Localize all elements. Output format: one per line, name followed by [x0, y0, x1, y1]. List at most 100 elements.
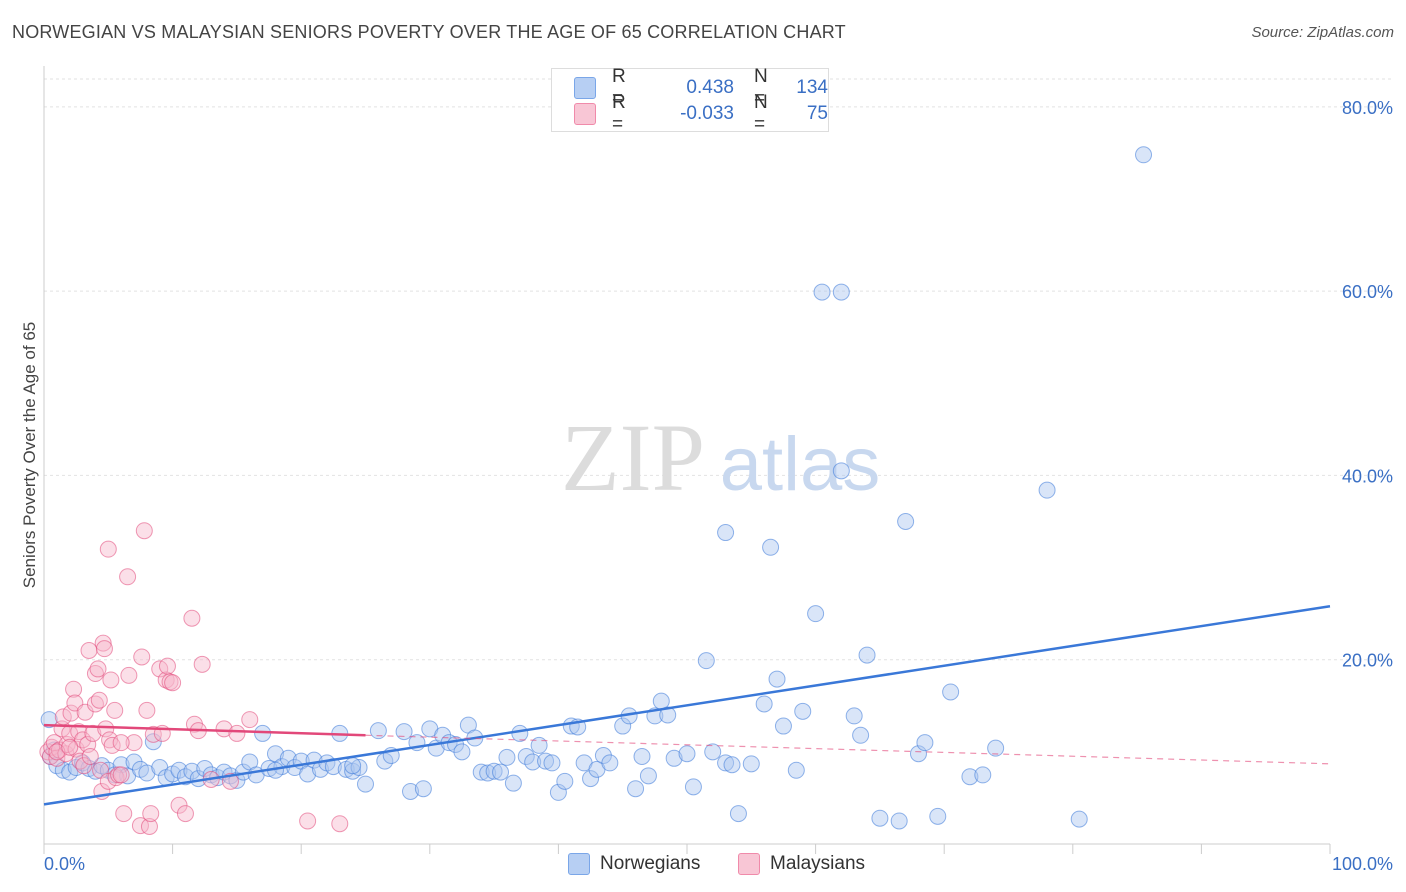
r-label: R = [611, 92, 626, 135]
series-malaysians [39, 522, 349, 835]
watermark: ZIP atlas [561, 404, 880, 511]
norwegian-point [601, 754, 619, 772]
norwegian-point [537, 752, 555, 770]
norwegian-point [633, 747, 651, 765]
norwegians-legend-swatch [568, 853, 590, 875]
norwegian-point [774, 717, 792, 735]
malaysian-point [164, 674, 182, 692]
norwegian-point [357, 775, 374, 793]
malaysian-point [158, 657, 176, 675]
norwegian-point [582, 770, 600, 788]
norwegian-point [942, 683, 960, 701]
y-axis-label: Seniors Poverty Over the Age of 65 [20, 321, 39, 589]
norwegian-point [794, 702, 812, 720]
norwegian-point [768, 670, 786, 688]
norwegian-point [871, 809, 889, 827]
norwegian-point [845, 707, 863, 725]
malaysian-point [142, 805, 160, 823]
trend-layer [43, 605, 1331, 806]
malaysian-point [74, 731, 92, 749]
norwegian-point [858, 646, 876, 664]
y-tick-label: 40.0% [1342, 466, 1393, 486]
norwegian-point [170, 761, 188, 779]
norwegian-point [498, 748, 516, 766]
norwegian-point [987, 739, 1005, 757]
norwegian-point [665, 749, 683, 767]
malaysian-point [120, 666, 138, 684]
malaysians-legend-swatch [738, 853, 760, 875]
norwegian-point [402, 782, 420, 800]
malaysian-point [97, 720, 115, 738]
stats-legend: R = 0.438 N = 134 R = -0.033 N = 75 [551, 66, 829, 135]
chart-title: NORWEGIAN VS MALAYSIAN SENIORS POVERTY O… [12, 22, 846, 42]
malaysian-point [331, 815, 349, 833]
malaysian-point [106, 701, 124, 719]
norwegian-point [729, 805, 747, 823]
malaysian-point [48, 743, 66, 761]
norwegian-point [762, 538, 780, 556]
malaysian-point [135, 522, 153, 540]
malaysian-point [86, 665, 104, 683]
y-tick-label: 20.0% [1342, 651, 1393, 671]
norwegian-point [511, 724, 529, 742]
norwegian-point [40, 711, 58, 729]
n-value-norwegians: 134 [796, 77, 828, 98]
bottom-legend-norwegians: Norwegians [568, 852, 700, 876]
malaysian-point [61, 738, 79, 756]
norwegian-point [479, 764, 497, 782]
malaysian-point [112, 734, 130, 752]
norwegian-point [704, 743, 722, 761]
norwegian-point [1070, 810, 1088, 828]
axes-layer [43, 66, 1331, 854]
legend-row-norwegians: R = 0.438 N = 134 [574, 66, 828, 109]
points-layer [39, 146, 1153, 835]
malaysian-point [176, 805, 194, 823]
norwegian-point [138, 764, 156, 782]
r-label: R = [611, 66, 626, 109]
norwegian-point [678, 745, 696, 763]
norwegian-point [684, 778, 702, 796]
y-tick-label: 80.0% [1342, 98, 1393, 118]
bottom-legend-malaysians: Malaysians [738, 852, 865, 876]
watermark-atlas: atlas [720, 422, 881, 507]
series-norwegians [40, 146, 1153, 830]
malaysian-point [75, 757, 93, 775]
r-value-malaysians: -0.033 [680, 103, 734, 124]
malaysian-point [140, 817, 158, 835]
norwegian-point [549, 783, 567, 801]
norwegian-point [929, 807, 947, 825]
norwegian-point [909, 745, 927, 763]
norwegian-point [196, 759, 214, 777]
norwegian-point [414, 780, 432, 798]
malaysian-point [215, 720, 233, 738]
norwegian-point [524, 753, 542, 771]
malaysians-trend-extension [365, 734, 1331, 765]
malaysian-point [62, 704, 80, 722]
norwegian-point [742, 755, 760, 773]
y-tick-label: 60.0% [1342, 282, 1393, 302]
norwegian-point [832, 283, 850, 301]
norwegian-point [787, 761, 805, 779]
norwegian-point [504, 774, 522, 792]
norwegian-point [485, 762, 503, 780]
malaysian-point [80, 642, 98, 659]
norwegian-point [717, 754, 735, 772]
norwegian-point [813, 283, 831, 301]
norwegian-point [755, 695, 773, 713]
norwegian-point [627, 780, 645, 798]
source-label: Source: ZipAtlas.com [1251, 24, 1394, 41]
norwegian-point [492, 763, 510, 781]
r-value-norwegians: 0.438 [686, 77, 734, 98]
legend-row-malaysians: R = -0.033 N = 75 [574, 92, 828, 135]
grid-layer [44, 78, 1392, 661]
malaysian-point [112, 766, 130, 784]
norwegian-point [299, 765, 317, 783]
norwegian-point [1135, 146, 1153, 164]
norwegian-point [961, 768, 979, 786]
malaysian-point [299, 812, 317, 830]
norwegians-trend-line [43, 605, 1331, 806]
malaysian-point [81, 747, 99, 765]
x-tick-label-max: 100.0% [1332, 854, 1393, 874]
malaysians-swatch [574, 103, 596, 125]
